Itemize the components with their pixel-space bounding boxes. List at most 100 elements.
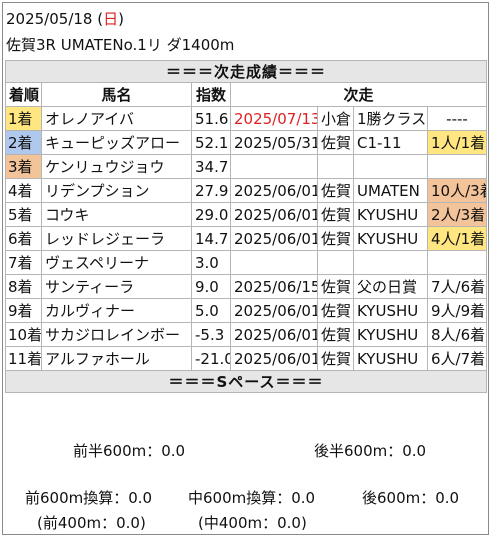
next-track-cell: 佐賀 [317, 130, 354, 155]
date-close: ) [118, 10, 124, 28]
rank-cell: 5着 [5, 202, 42, 227]
col-horse: 馬名 [41, 82, 192, 107]
next-date-cell [230, 154, 318, 179]
next-result-cell: 10人/3着 [427, 178, 487, 203]
race-result-card: 2025/05/18 (日) 佐賀3R UMATENo.1リ ダ1400m ＝＝… [2, 2, 489, 535]
index-cell: 29.0 [191, 202, 231, 227]
mid-400: (中400m：0.0) [198, 514, 307, 532]
table-row: 1着 オレノアイバ 51.6 2025/07/13 小倉 1勝クラス ---- [5, 106, 487, 131]
next-date-cell [230, 250, 318, 275]
horse-name-cell: レッドレジェーラ [41, 226, 192, 251]
next-race-cell: C1-11 [353, 130, 428, 155]
next-result-cell: 9人/9着 [427, 298, 487, 323]
next-result-cell: ---- [427, 106, 487, 131]
horse-name-cell: サカジロレインボー [41, 322, 192, 347]
horse-name-cell: ケンリュウジョウ [41, 154, 192, 179]
next-result-cell: 8人/6着 [427, 322, 487, 347]
next-result-cell [427, 154, 487, 179]
next-result-cell: 1人/1着 [427, 130, 487, 155]
index-cell: -5.3 [191, 322, 231, 347]
rank-cell: 8着 [5, 274, 42, 299]
index-cell: 34.7 [191, 154, 231, 179]
next-track-cell [317, 154, 354, 179]
race-date: 2025/05/18 (日) [6, 9, 124, 29]
s-pace-heading: ＝＝＝Sペース＝＝＝ [5, 370, 487, 393]
rank-cell: 6着 [5, 226, 42, 251]
next-race-cell: KYUSHU [353, 346, 428, 371]
next-date-cell: 2025/06/01 [230, 298, 318, 323]
horse-name-cell: コウキ [41, 202, 192, 227]
next-track-cell: 佐賀 [317, 202, 354, 227]
next-track-cell: 佐賀 [317, 226, 354, 251]
table-row: 2着 キューピッズアロー 52.1 2025/05/31 佐賀 C1-11 1人/1着 [5, 130, 487, 155]
next-track-cell: 佐賀 [317, 346, 354, 371]
horse-name-cell: サンティーラ [41, 274, 192, 299]
next-date-cell: 2025/06/01 [230, 178, 318, 203]
next-race-cell: KYUSHU [353, 226, 428, 251]
next-date-cell: 2025/05/31 [230, 130, 318, 155]
index-cell: 3.0 [191, 250, 231, 275]
next-race-cell [353, 154, 428, 179]
next-date-cell: 2025/07/13 [230, 106, 318, 131]
col-rank: 着順 [5, 82, 42, 107]
table-row: 5着 コウキ 29.0 2025/06/01 佐賀 KYUSHU 2人/3着 [5, 202, 487, 227]
race-title: 佐賀3R UMATENo.1リ ダ1400m [6, 36, 235, 54]
next-track-cell: 佐賀 [317, 274, 354, 299]
next-track-cell [317, 250, 354, 275]
index-cell: 9.0 [191, 274, 231, 299]
index-cell: 5.0 [191, 298, 231, 323]
index-cell: 14.7 [191, 226, 231, 251]
rank-cell: 2着 [5, 130, 42, 155]
next-track-cell: 佐賀 [317, 298, 354, 323]
next-date-cell: 2025/06/01 [230, 202, 318, 227]
next-race-cell [353, 250, 428, 275]
next-race-cell: KYUSHU [353, 202, 428, 227]
rank-cell: 10着 [5, 322, 42, 347]
table-row: 6着 レッドレジェーラ 14.7 2025/06/01 佐賀 KYUSHU 4人/1着 [5, 226, 487, 251]
next-result-cell [427, 250, 487, 275]
table-row: 7着 ヴェスペリーナ 3.0 [5, 250, 487, 275]
next-result-cell: 6人/7着 [427, 346, 487, 371]
next-race-cell: 父の日賞 [353, 274, 428, 299]
next-date-cell: 2025/06/15 [230, 274, 318, 299]
pace-section: 前半600m：0.0 後半600m：0.0 前600m換算：0.0 中600m換… [5, 406, 486, 532]
next-race-cell: UMATEN [353, 178, 428, 203]
next-results-table: ＝＝＝次走成績＝＝＝ 着順 馬名 指数 次走 1着 オレノアイバ 51.6 2025/… [5, 60, 487, 393]
horse-name-cell: オレノアイバ [41, 106, 192, 131]
front-400: (前400m：0.0) [37, 514, 146, 532]
rank-cell: 7着 [5, 250, 42, 275]
horse-name-cell: ヴェスペリーナ [41, 250, 192, 275]
col-index: 指数 [191, 82, 231, 107]
index-cell: 27.9 [191, 178, 231, 203]
next-date-cell: 2025/06/01 [230, 226, 318, 251]
horse-name-cell: キューピッズアロー [41, 130, 192, 155]
next-race-cell: KYUSHU [353, 322, 428, 347]
rank-cell: 11着 [5, 346, 42, 371]
rank-cell: 4着 [5, 178, 42, 203]
table-row: 8着 サンティーラ 9.0 2025/06/15 佐賀 父の日賞 7人/6着 [5, 274, 487, 299]
second-half-600: 後半600m：0.0 [314, 442, 427, 460]
rank-cell: 3着 [5, 154, 42, 179]
next-track-cell: 小倉 [317, 106, 354, 131]
next-date-cell: 2025/06/01 [230, 346, 318, 371]
table-row: 3着 ケンリュウジョウ 34.7 [5, 154, 487, 179]
table-row: 10着 サカジロレインボー -5.3 2025/06/01 佐賀 KYUSHU 8人/6着 [5, 322, 487, 347]
next-results-heading: ＝＝＝次走成績＝＝＝ [5, 60, 487, 83]
horse-name-cell: アルファホール [41, 346, 192, 371]
next-race-cell: 1勝クラス [353, 106, 428, 131]
rank-cell: 9着 [5, 298, 42, 323]
first-half-600: 前半600m：0.0 [73, 442, 186, 460]
horse-name-cell: リデンプション [41, 178, 192, 203]
back-600: 後600m：0.0 [362, 489, 460, 507]
col-next: 次走 [230, 82, 487, 107]
index-cell: 51.6 [191, 106, 231, 131]
index-cell: -21.0 [191, 346, 231, 371]
table-row: 11着 アルファホール -21.0 2025/06/01 佐賀 KYUSHU 6人/7着 [5, 346, 487, 371]
next-track-cell: 佐賀 [317, 178, 354, 203]
next-race-cell: KYUSHU [353, 298, 428, 323]
next-result-cell: 7人/6着 [427, 274, 487, 299]
mid-600-converted: 中600m換算：0.0 [188, 489, 316, 507]
date-text: 2025/05/18 ( [6, 10, 104, 28]
horse-name-cell: カルヴィナー [41, 298, 192, 323]
